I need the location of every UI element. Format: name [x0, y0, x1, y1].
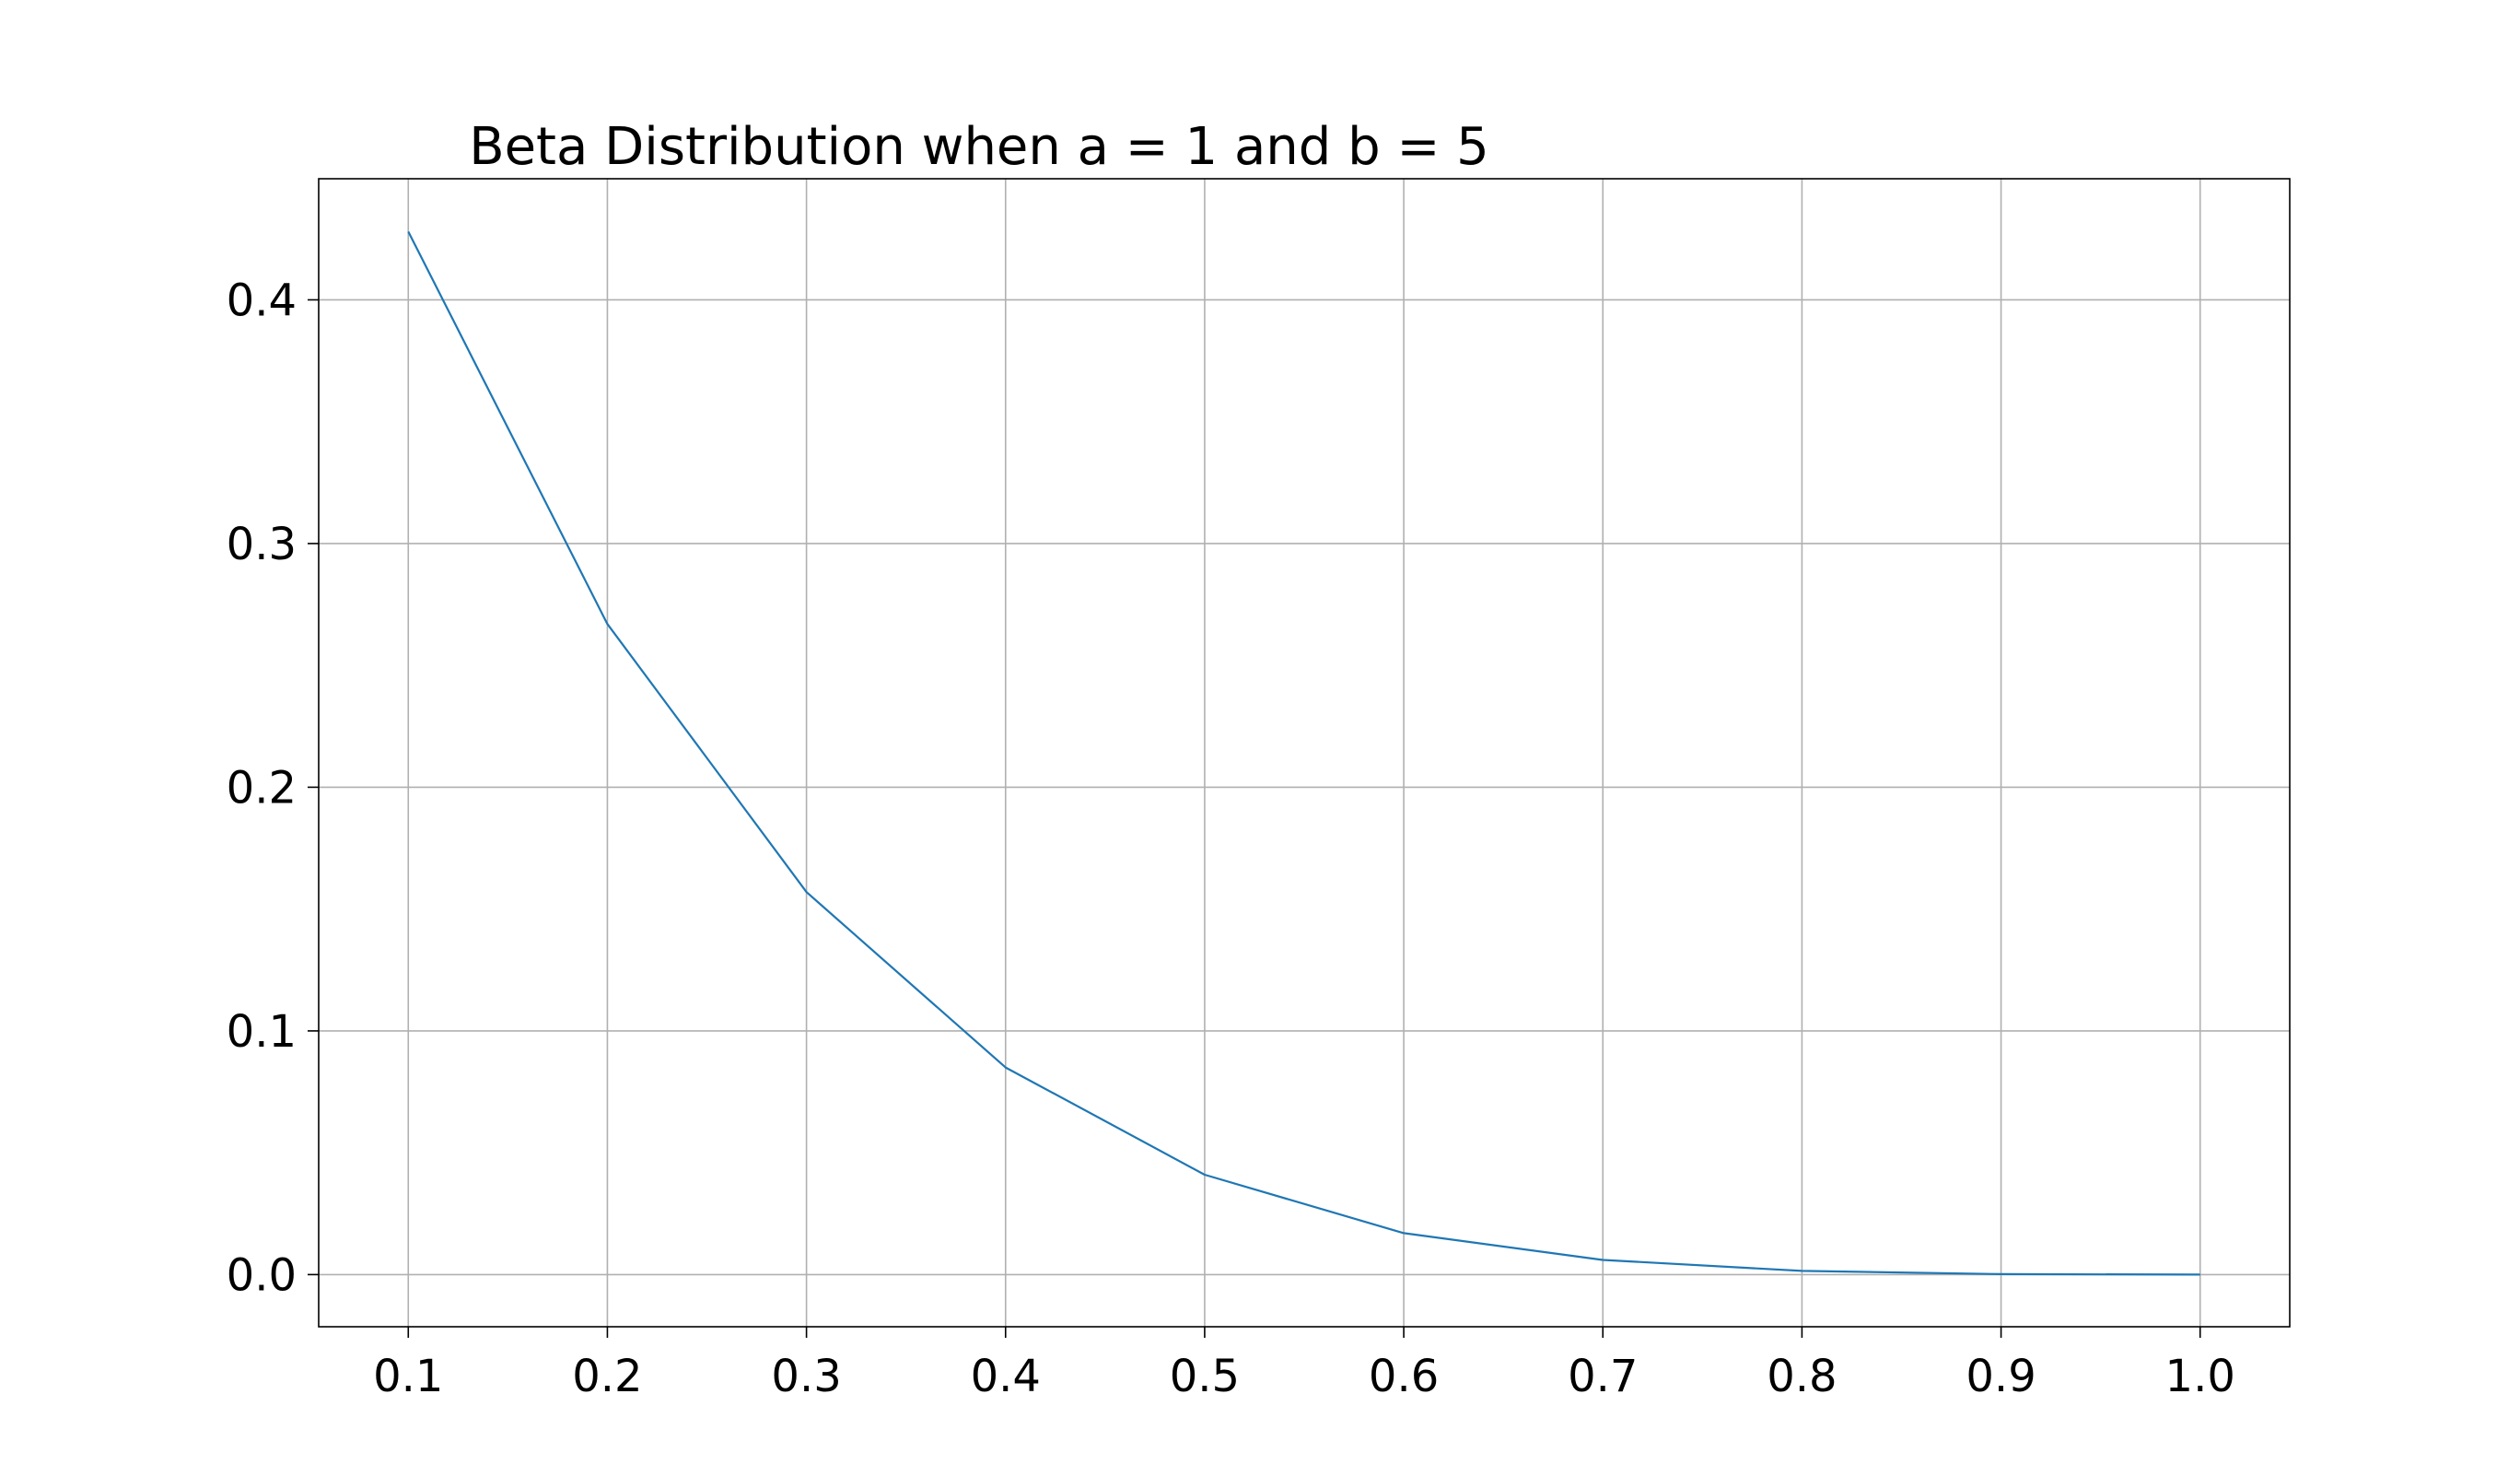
- x-tick-label: 0.1: [373, 1351, 443, 1402]
- x-tick-label: 0.7: [1568, 1351, 1638, 1402]
- tick-marks: [308, 299, 2201, 1338]
- x-tick-label: 0.6: [1369, 1351, 1439, 1402]
- y-tick-label: 0.4: [227, 275, 297, 326]
- x-tick-label: 0.8: [1767, 1351, 1837, 1402]
- y-tick-labels: 0.0 0.1 0.2 0.3 0.4: [227, 275, 297, 1301]
- series-line: [407, 230, 2200, 1276]
- x-tick-label: 0.3: [771, 1351, 841, 1402]
- x-tick-label: 0.2: [572, 1351, 642, 1402]
- series-layer: [407, 230, 2200, 1276]
- x-tick-labels: 0.1 0.2 0.3 0.4 0.5 0.6 0.7 0.8 0.9 1.0: [373, 1351, 2235, 1402]
- y-tick-label: 0.2: [227, 762, 297, 814]
- y-tick-label: 0.0: [227, 1249, 297, 1301]
- y-tick-label: 0.3: [227, 519, 297, 570]
- chart-title: Beta Distribution when a = 1 and b = 5: [469, 117, 1489, 177]
- plot-area-frame: [318, 178, 2291, 1328]
- x-tick-label: 0.4: [971, 1351, 1041, 1402]
- x-tick-label: 0.5: [1170, 1351, 1240, 1402]
- y-tick-label: 0.1: [227, 1006, 297, 1058]
- grid-lines: [319, 179, 2290, 1327]
- x-tick-label: 0.9: [1966, 1351, 2036, 1402]
- x-tick-label: 1.0: [2165, 1351, 2235, 1402]
